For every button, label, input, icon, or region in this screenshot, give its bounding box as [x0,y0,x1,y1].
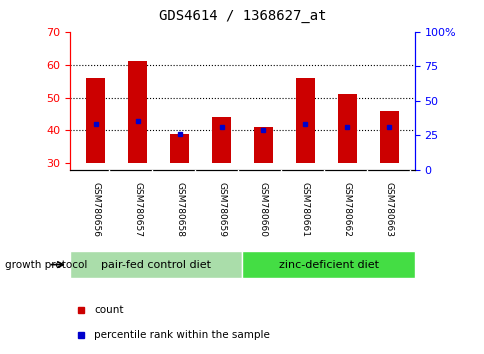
Text: GSM780662: GSM780662 [342,182,351,237]
Bar [242,251,414,278]
Text: GSM780657: GSM780657 [133,182,142,237]
Bar [170,134,189,163]
Bar [254,127,272,163]
Bar [379,111,398,163]
Text: percentile rank within the sample: percentile rank within the sample [94,330,270,339]
Text: GSM780658: GSM780658 [175,182,183,237]
Bar [70,251,242,278]
Bar [128,62,147,163]
Text: pair-fed control diet: pair-fed control diet [101,259,211,270]
Bar [337,94,356,163]
Text: GSM780661: GSM780661 [301,182,309,237]
Text: growth protocol: growth protocol [5,259,87,270]
Text: GSM780663: GSM780663 [384,182,393,237]
Bar [295,78,314,163]
Text: GSM780659: GSM780659 [216,182,226,237]
Text: GSM780660: GSM780660 [258,182,268,237]
Text: GDS4614 / 1368627_at: GDS4614 / 1368627_at [158,9,326,23]
Text: GSM780656: GSM780656 [91,182,100,237]
Text: count: count [94,305,124,315]
Bar [212,117,230,163]
Bar [86,78,105,163]
Text: zinc-deficient diet: zinc-deficient diet [278,259,378,270]
